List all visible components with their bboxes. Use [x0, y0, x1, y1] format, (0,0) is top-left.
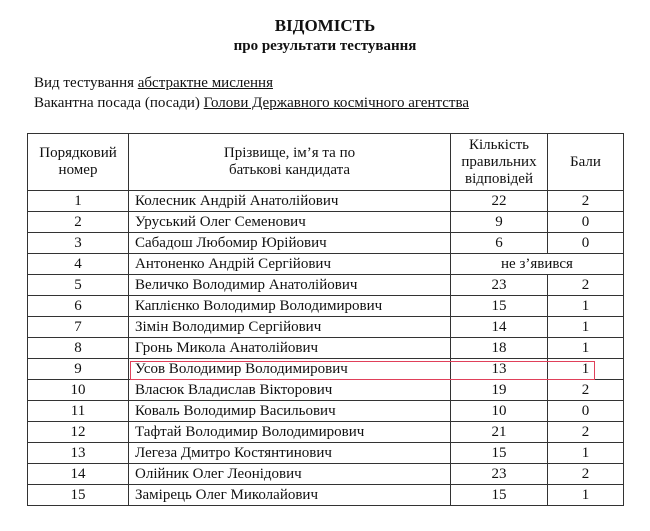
score: 1: [547, 316, 624, 338]
correct-answers: 19: [450, 379, 548, 401]
candidate-name: Антоненко Андрій Сергійович: [128, 253, 451, 275]
position-value: Голови Державного космічного агентства: [203, 95, 469, 111]
candidate-name: Замірець Олег Миколайович: [128, 484, 451, 506]
correct-answers: 21: [450, 421, 548, 443]
header-name: Прізвище, ім’я та по батькові кандидата: [128, 133, 451, 191]
score: 1: [547, 484, 624, 506]
table-row: 2 Уруський Олег Семенович 9 0: [27, 211, 624, 233]
table-row: 11 Коваль Володимир Васильович 10 0: [27, 400, 624, 422]
table-row: 3 Сабадош Любомир Юрійович 6 0: [27, 232, 624, 254]
document-title: ВІДОМІСТЬ: [274, 16, 376, 35]
table-row: 9 Усов Володимир Володимирович 13 1: [27, 358, 624, 380]
row-number: 9: [27, 358, 129, 380]
candidate-name: Сабадош Любомир Юрійович: [128, 232, 451, 254]
score: 1: [547, 442, 624, 464]
correct-answers: 23: [450, 463, 548, 485]
correct-answers: 13: [450, 358, 548, 380]
table-row: 8 Гронь Микола Анатолійович 18 1: [27, 337, 624, 359]
absent-status: не з’явився: [450, 253, 624, 275]
correct-answers: 10: [450, 400, 548, 422]
document-subtitle: про результати тестування: [233, 38, 417, 54]
correct-answers: 15: [450, 484, 548, 506]
table-row: 1 Колесник Андрій Анатолійович 22 2: [27, 190, 624, 212]
score: 2: [547, 190, 624, 212]
correct-answers: 22: [450, 190, 548, 212]
row-number: 4: [27, 253, 129, 275]
candidate-name: Коваль Володимир Васильович: [128, 400, 451, 422]
score: 1: [547, 358, 624, 380]
table-row: 6 Каплієнко Володимир Володимирович 15 1: [27, 295, 624, 317]
results-table: Порядковий номер Прізвище, ім’я та по ба…: [27, 133, 624, 506]
correct-answers: 15: [450, 442, 548, 464]
score: 0: [547, 232, 624, 254]
row-number: 15: [27, 484, 129, 506]
table-row: 13 Легеза Дмитро Костянтинович 15 1: [27, 442, 624, 464]
header-correct: Кількість правильних відповідей: [450, 133, 548, 191]
table-header-row: Порядковий номер Прізвище, ім’я та по ба…: [27, 133, 624, 191]
score: 1: [547, 337, 624, 359]
candidate-name: Власюк Владислав Вікторович: [128, 379, 451, 401]
score: 2: [547, 463, 624, 485]
candidate-name: Величко Володимир Анатолійович: [128, 274, 451, 296]
candidate-name: Уруський Олег Семенович: [128, 211, 451, 233]
row-number: 14: [27, 463, 129, 485]
correct-answers: 18: [450, 337, 548, 359]
table-row: 12 Тафтай Володимир Володимирович 21 2: [27, 421, 624, 443]
score: 0: [547, 211, 624, 233]
score: 2: [547, 421, 624, 443]
candidate-name: Зімін Володимир Сергійович: [128, 316, 451, 338]
row-number: 1: [27, 190, 129, 212]
score: 2: [547, 274, 624, 296]
row-number: 12: [27, 421, 129, 443]
table-row: 4 Антоненко Андрій Сергійович не з’явився: [27, 253, 624, 275]
row-number: 2: [27, 211, 129, 233]
row-number: 7: [27, 316, 129, 338]
test-type-label: Вид тестування: [34, 75, 135, 91]
row-number: 11: [27, 400, 129, 422]
table-row: 15 Замірець Олег Миколайович 15 1: [27, 484, 624, 506]
table-row: 10 Власюк Владислав Вікторович 19 2: [27, 379, 624, 401]
correct-answers: 14: [450, 316, 548, 338]
row-number: 6: [27, 295, 129, 317]
correct-answers: 23: [450, 274, 548, 296]
row-number: 5: [27, 274, 129, 296]
correct-answers: 15: [450, 295, 548, 317]
header-number: Порядковий номер: [27, 133, 129, 191]
correct-answers: 6: [450, 232, 548, 254]
header-score: Бали: [547, 133, 624, 191]
row-number: 10: [27, 379, 129, 401]
candidate-name: Каплієнко Володимир Володимирович: [128, 295, 451, 317]
score: 1: [547, 295, 624, 317]
candidate-name: Легеза Дмитро Костянтинович: [128, 442, 451, 464]
row-number: 13: [27, 442, 129, 464]
score: 0: [547, 400, 624, 422]
position-label: Вакантна посада (посади): [34, 95, 200, 111]
candidate-name: Колесник Андрій Анатолійович: [128, 190, 451, 212]
position-line: Вакантна посада (посади) Голови Державно…: [34, 95, 469, 112]
candidate-name: Гронь Микола Анатолійович: [128, 337, 451, 359]
candidate-name: Тафтай Володимир Володимирович: [128, 421, 451, 443]
test-type-line: Вид тестування абстрактне мислення: [34, 75, 273, 92]
table-row: 7 Зімін Володимир Сергійович 14 1: [27, 316, 624, 338]
candidate-name: Усов Володимир Володимирович: [128, 358, 451, 380]
row-number: 8: [27, 337, 129, 359]
score: 2: [547, 379, 624, 401]
test-type-value: абстрактне мислення: [137, 75, 273, 91]
correct-answers: 9: [450, 211, 548, 233]
table-row: 14 Олійник Олег Леонідович 23 2: [27, 463, 624, 485]
row-number: 3: [27, 232, 129, 254]
candidate-name: Олійник Олег Леонідович: [128, 463, 451, 485]
table-row: 5 Величко Володимир Анатолійович 23 2: [27, 274, 624, 296]
